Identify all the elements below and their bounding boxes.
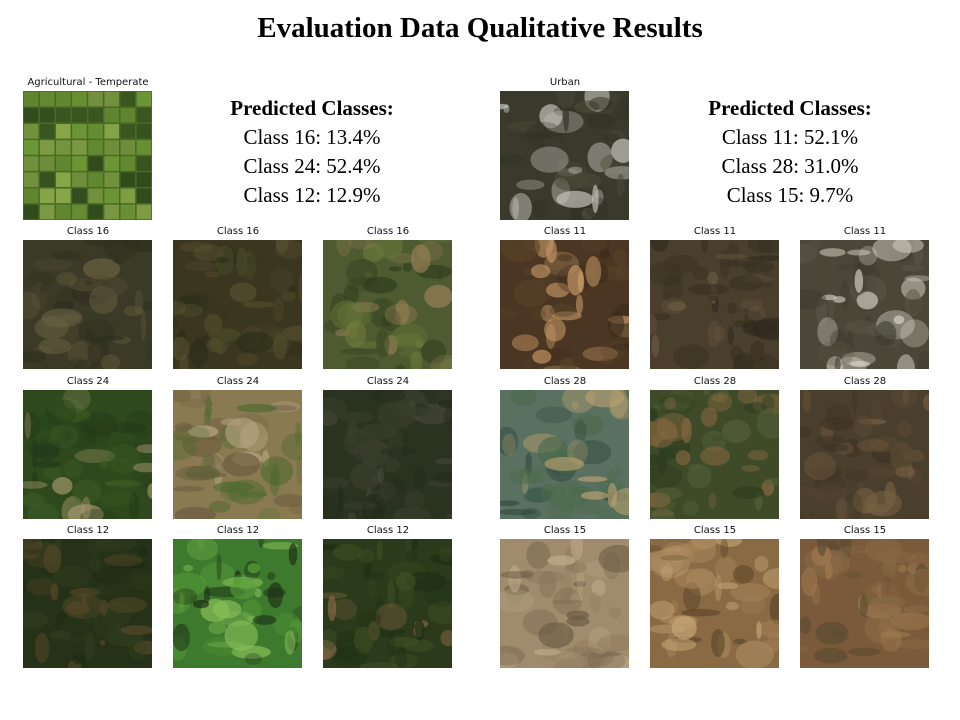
retrieved-image (650, 390, 779, 519)
satellite-texture (323, 240, 452, 369)
satellite-texture (173, 390, 302, 519)
retrieved-image (323, 240, 452, 369)
tile-caption: Class 16 (366, 226, 410, 237)
retrieved-image (500, 240, 629, 369)
satellite-texture (800, 539, 929, 668)
tile-caption: Class 24 (216, 376, 260, 387)
retrieved-image (650, 539, 779, 668)
predicted-classes: Predicted Classes: Class 11: 52.1% Class… (680, 94, 900, 210)
predicted-class-line: Class 28: 31.0% (721, 154, 859, 178)
retrieved-image (800, 539, 929, 668)
tile-caption: Class 12 (66, 525, 110, 536)
retrieved-image (323, 539, 452, 668)
tile-caption: Class 24 (366, 376, 410, 387)
predicted-class-line: Class 15: 9.7% (726, 183, 854, 207)
query-image-caption: Urban (549, 77, 581, 88)
satellite-texture (173, 240, 302, 369)
tile-caption: Class 16 (216, 226, 260, 237)
satellite-texture (800, 390, 929, 519)
results-panel-urban: Urban Predicted Classes: Class 11: 52.1%… (477, 0, 957, 720)
predicted-class-line: Class 16: 13.4% (243, 125, 381, 149)
retrieved-image (800, 390, 929, 519)
retrieved-image (650, 240, 779, 369)
satellite-texture (650, 390, 779, 519)
predicted-classes-heading: Predicted Classes: (230, 96, 394, 120)
tile-caption: Class 28 (543, 376, 587, 387)
tile-caption: Class 12 (366, 525, 410, 536)
satellite-texture (650, 240, 779, 369)
satellite-texture (323, 390, 452, 519)
predicted-classes-heading: Predicted Classes: (708, 96, 872, 120)
page-title: Evaluation Data Qualitative Results (257, 12, 703, 44)
retrieved-image (173, 539, 302, 668)
tile-caption: Class 24 (66, 376, 110, 387)
tile-caption: Class 11 (693, 226, 737, 237)
predicted-classes: Predicted Classes: Class 16: 13.4% Class… (202, 94, 422, 210)
retrieved-image (173, 240, 302, 369)
tile-caption: Class 15 (543, 525, 587, 536)
tile-caption: Class 11 (843, 226, 887, 237)
predicted-class-line: Class 24: 52.4% (243, 154, 381, 178)
satellite-texture (800, 240, 929, 369)
satellite-texture (500, 240, 629, 369)
results-panel-agricultural: Agricultural - Temperate Predicted Class… (23, 77, 452, 668)
satellite-texture (500, 539, 629, 668)
tile-caption: Class 11 (543, 226, 587, 237)
tile-caption: Class 15 (693, 525, 737, 536)
predicted-class-line: Class 12: 12.9% (243, 183, 381, 207)
tile-caption: Class 16 (66, 226, 110, 237)
satellite-texture (500, 91, 629, 220)
query-image (23, 91, 152, 220)
retrieved-image (23, 539, 152, 668)
retrieved-image (500, 390, 629, 519)
satellite-texture (23, 390, 152, 519)
predicted-class-line: Class 11: 52.1% (721, 125, 859, 149)
retrieved-image (800, 240, 929, 369)
satellite-texture (323, 539, 452, 668)
tile-caption: Class 28 (693, 376, 737, 387)
satellite-texture (23, 539, 152, 668)
retrieved-image (500, 539, 629, 668)
query-image-caption: Agricultural - Temperate (27, 77, 149, 88)
query-image (500, 91, 629, 220)
satellite-texture (23, 240, 152, 369)
retrieved-image (23, 390, 152, 519)
retrieved-image (23, 240, 152, 369)
retrieved-image (173, 390, 302, 519)
satellite-texture (23, 91, 152, 220)
satellite-texture (173, 539, 302, 668)
retrieved-image (323, 390, 452, 519)
tile-caption: Class 12 (216, 525, 260, 536)
satellite-texture (650, 539, 779, 668)
tile-caption: Class 28 (843, 376, 887, 387)
satellite-texture (500, 390, 629, 519)
tile-caption: Class 15 (843, 525, 887, 536)
